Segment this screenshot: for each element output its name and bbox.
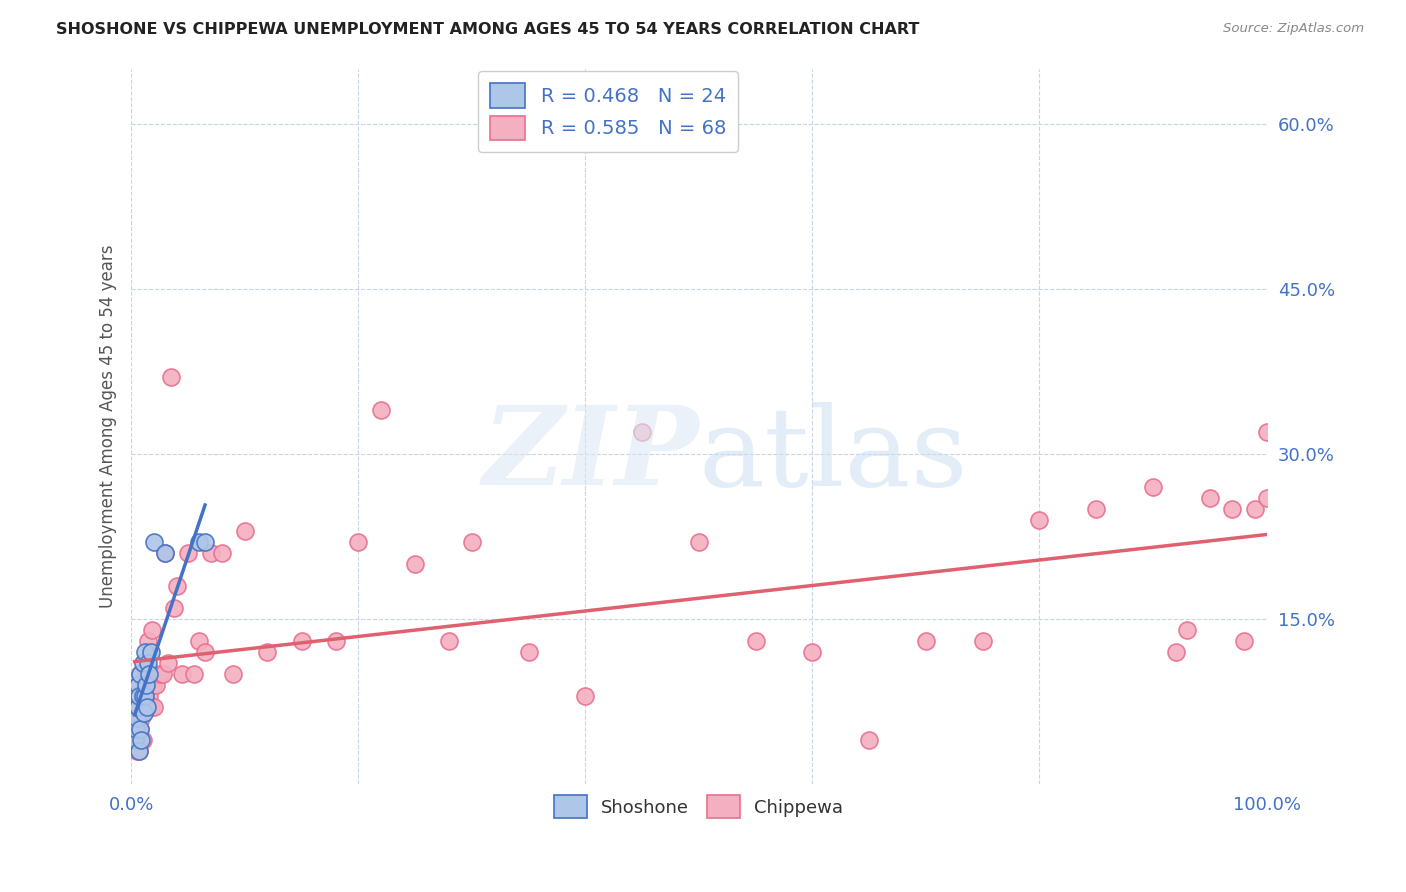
Point [149, 667, 172, 681]
Point [131, 657, 153, 671]
Point [1175, 624, 1198, 638]
Point [801, 645, 824, 659]
Y-axis label: Unemployment Among Ages 45 to 54 years: Unemployment Among Ages 45 to 54 years [100, 244, 117, 608]
Point [138, 667, 160, 681]
Point [160, 370, 183, 384]
Point [1233, 634, 1256, 648]
Point [1164, 645, 1187, 659]
Point [129, 667, 152, 681]
Point [134, 678, 156, 692]
Point [131, 711, 153, 725]
Point [631, 425, 654, 439]
Point [139, 700, 162, 714]
Point [1028, 513, 1050, 527]
Point [188, 634, 211, 648]
Point [142, 700, 165, 714]
Text: Source: ZipAtlas.com: Source: ZipAtlas.com [1223, 22, 1364, 36]
Point [125, 723, 148, 737]
Point [129, 723, 152, 737]
Point [163, 601, 186, 615]
Point [1256, 425, 1278, 439]
Point [145, 678, 167, 692]
Point [129, 667, 152, 681]
Point [194, 535, 217, 549]
Point [136, 634, 159, 648]
Point [134, 690, 156, 704]
Point [128, 690, 150, 704]
Point [183, 667, 205, 681]
Point [1222, 502, 1244, 516]
Point [574, 690, 596, 704]
Point [461, 535, 484, 549]
Point [194, 645, 217, 659]
Text: SHOSHONE VS CHIPPEWA UNEMPLOYMENT AMONG AGES 45 TO 54 YEARS CORRELATION CHART: SHOSHONE VS CHIPPEWA UNEMPLOYMENT AMONG … [56, 22, 920, 37]
Point [155, 546, 177, 560]
Point [211, 546, 233, 560]
Point [325, 634, 347, 648]
Point [132, 700, 155, 714]
Point [138, 690, 160, 704]
Point [1142, 480, 1164, 494]
Point [156, 657, 179, 671]
Point [1244, 502, 1267, 516]
Point [139, 645, 162, 659]
Point [152, 667, 174, 681]
Point [370, 403, 392, 417]
Point [517, 645, 540, 659]
Point [124, 733, 146, 747]
Point [129, 723, 152, 737]
Point [128, 744, 150, 758]
Point [347, 535, 370, 549]
Point [233, 524, 256, 538]
Point [972, 634, 994, 648]
Point [200, 546, 222, 560]
Point [688, 535, 710, 549]
Point [131, 690, 153, 704]
Point [135, 667, 157, 681]
Point [172, 667, 194, 681]
Point [131, 733, 153, 747]
Point [177, 546, 200, 560]
Point [404, 557, 426, 571]
Point [1256, 491, 1278, 505]
Point [136, 657, 159, 671]
Point [155, 546, 177, 560]
Point [127, 678, 149, 692]
Point [125, 711, 148, 725]
Text: atlas: atlas [699, 401, 969, 508]
Point [125, 744, 148, 758]
Text: ZIP: ZIP [482, 401, 699, 508]
Point [131, 690, 153, 704]
Point [256, 645, 278, 659]
Point [125, 700, 148, 714]
Point [915, 634, 938, 648]
Point [744, 634, 766, 648]
Point [136, 700, 159, 714]
Point [142, 535, 165, 549]
Point [142, 678, 165, 692]
Point [222, 667, 245, 681]
Point [127, 678, 149, 692]
Point [136, 700, 159, 714]
Point [437, 634, 460, 648]
Point [131, 733, 153, 747]
Point [132, 706, 155, 720]
Point [166, 579, 188, 593]
Point [188, 535, 211, 549]
Point [124, 733, 146, 747]
Point [1085, 502, 1108, 516]
Point [128, 744, 150, 758]
Point [127, 733, 149, 747]
Point [290, 634, 312, 648]
Legend: Shoshone, Chippewa: Shoshone, Chippewa [547, 788, 851, 825]
Point [141, 624, 163, 638]
Point [135, 678, 157, 692]
Point [1198, 491, 1220, 505]
Point [858, 733, 880, 747]
Point [128, 711, 150, 725]
Point [127, 700, 149, 714]
Point [134, 645, 156, 659]
Point [125, 723, 148, 737]
